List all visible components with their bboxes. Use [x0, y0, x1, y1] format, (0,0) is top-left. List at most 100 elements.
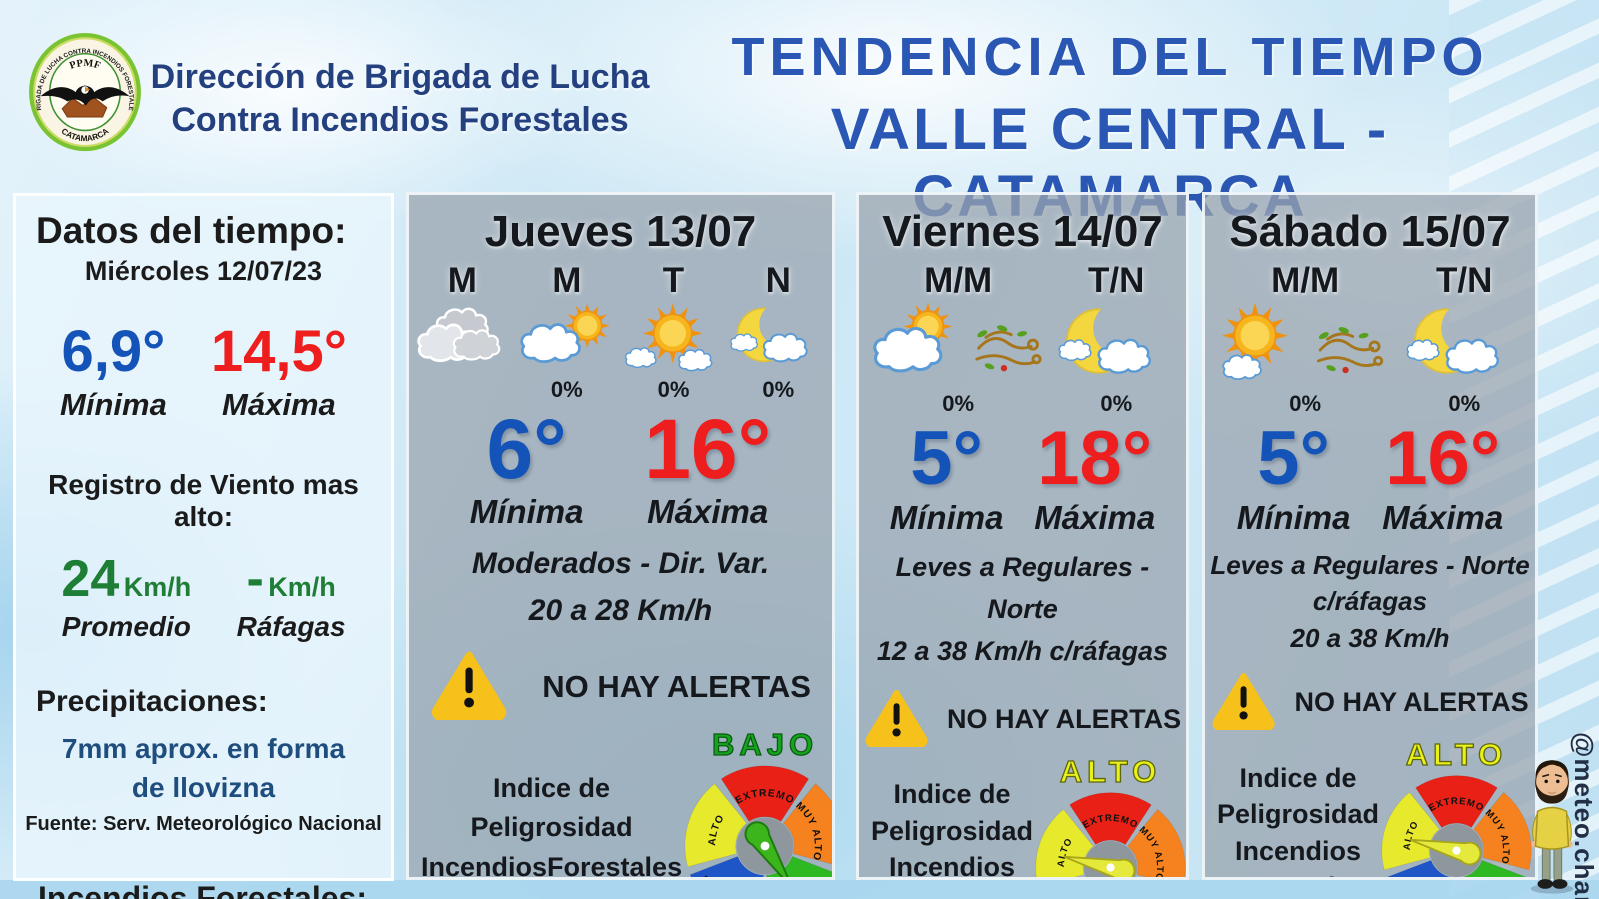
wind-forecast-line: Leves a Regulares - Norte — [1210, 550, 1530, 580]
gauge-segment — [1415, 775, 1498, 829]
period-label: T — [662, 261, 685, 300]
gauge-segment — [1473, 791, 1532, 871]
mostly-sunny-icon — [622, 303, 724, 375]
max-temp-label: Máxima — [222, 387, 336, 422]
danger-index-label: Indice de Peligrosidad IncendiosForestale… — [421, 769, 683, 880]
max-temp-value: 16° — [644, 402, 772, 496]
observed-min-temp: 6,9° Mínima — [60, 323, 167, 423]
max-temp-label: Máxima — [1034, 499, 1156, 536]
wind-forecast-line: 20 a 38 Km/h — [1290, 622, 1450, 653]
forecast-slot: T/N 0% — [1405, 261, 1523, 419]
forecast-slot: M/M 0% — [870, 261, 1047, 419]
max-temp-value: 16° — [1385, 416, 1501, 501]
danger-index-label-line: Indice de — [1239, 762, 1357, 793]
wind-average-value: 24 — [61, 550, 120, 608]
brigade-logo-badge: BRIGADA DE LUCHA CONTRA INCENDIOS FOREST… — [26, 27, 141, 152]
forecast-slot: T/N 0% — [1057, 261, 1175, 419]
wind-average-unit: Km/h — [123, 572, 192, 602]
gauge-segment — [1127, 808, 1186, 877]
wind-gust-label: Ráfagas — [236, 611, 346, 642]
danger-index-label-line: Indice de — [893, 779, 1011, 810]
max-temp-label: Máxima — [647, 493, 769, 530]
meteorologist-cartoon — [1522, 748, 1582, 896]
gauge-segment — [1069, 791, 1152, 845]
danger-index-label-line: Peligrosidad — [871, 815, 1034, 846]
wind-forecast-line: c/ráfagas — [1312, 586, 1428, 617]
period-label: M/M — [924, 261, 993, 300]
precip-probability: 0% — [942, 391, 975, 416]
page-title: TENDENCIA DEL TIEMPO VALLE CENTRAL - CAT… — [660, 26, 1560, 230]
precip-probability: 0% — [1289, 391, 1322, 416]
wind-forecast: Leves a Regulares - Norte 12 a 38 Km/h c/… — [859, 547, 1186, 673]
card-title: Jueves 13/07 — [484, 207, 757, 256]
wind-average: 24 Km/h Promedio — [61, 549, 191, 643]
moon-cloud-icon — [1057, 303, 1175, 389]
social-handle: @meteo.charly — [1569, 732, 1599, 899]
alert-row: NO HAY ALERTAS — [430, 648, 811, 725]
alert-status: NO HAY ALERTAS — [542, 668, 811, 704]
organization-title-line2: Contra Incendios Forestales — [171, 100, 629, 139]
gauge-needle — [1063, 855, 1136, 877]
danger-index-row: Indice dePeligrosidadIncendiosForestales… — [859, 753, 1186, 880]
logo-rocks — [61, 95, 108, 118]
forecast-min: 5° Mínima — [890, 421, 1004, 537]
warning-triangle-icon — [430, 648, 508, 725]
precipitation-heading: Precipitaciones: — [36, 685, 268, 718]
observation-date: Miércoles 12/07/23 — [84, 256, 323, 286]
gauge-segment-label: MODERADO — [1394, 877, 1448, 878]
wind-forecast-line: 20 a 28 Km/h — [528, 593, 713, 627]
gauge-segment — [689, 855, 765, 877]
period-label: M — [447, 261, 477, 300]
period-label: N — [765, 261, 791, 300]
gauge-segment — [1386, 859, 1451, 877]
moon-cloud-icon — [729, 303, 828, 375]
alert-row: NO HAY ALERTAS — [864, 687, 1181, 752]
observed-max-temp: 14,5° Máxima — [211, 323, 347, 423]
min-temp-value: 5° — [910, 416, 983, 501]
gauge-segment — [1135, 876, 1138, 877]
forecast-slots: M M 0% T 0% N 0% — [409, 261, 832, 405]
gauge-segment — [684, 783, 748, 868]
wind-forecast-line: Moderados - Dir. Var. — [471, 547, 770, 580]
forecast-min: 6° Mínima — [470, 407, 584, 531]
organization-title-line1: Dirección de Brigada de Lucha — [150, 58, 650, 96]
forecast-max: 16° Máxima — [644, 407, 771, 531]
wind-record-heading: Registro de Viento mas alto: — [48, 469, 359, 532]
brigade-logo: BRIGADA DE LUCHA CONTRA INCENDIOS FOREST… — [26, 27, 142, 152]
gauge-status-label: BAJO — [711, 726, 819, 762]
danger-index-label-line: IncendiosForestales — [421, 851, 683, 880]
card-title: Viernes 14/07 — [882, 207, 1163, 256]
gauge-segment — [720, 765, 810, 823]
forecast-temps: 5° Mínima 18° Máxima — [859, 421, 1186, 537]
precip-probability: 0% — [762, 377, 795, 402]
background-bottom-strip — [0, 880, 1599, 899]
danger-index-row: Indice de Peligrosidad IncendiosForestale… — [409, 726, 832, 880]
danger-index-label-line: Incendios — [889, 852, 1016, 880]
min-temp-label: Mínima — [1236, 499, 1351, 536]
period-label: T/N — [1436, 261, 1493, 300]
wind-forecast-line: Leves a Regulares - Norte — [895, 552, 1150, 624]
clouds-icon — [413, 303, 511, 375]
wind-forecast: Leves a Regulares - Norte c/ráfagas 20 a 3… — [1210, 547, 1529, 656]
wildfires-heading: Incendios Forestales: — [38, 880, 367, 899]
forecast-min: 5° Mínima — [1237, 421, 1351, 537]
alert-status: NO HAY ALERTAS — [947, 703, 1182, 734]
alert-status: NO HAY ALERTAS — [1294, 687, 1529, 718]
danger-index-row: Indice dePeligrosidadIncendiosForestales… — [1205, 737, 1535, 878]
precipitation-detail: 7mm aprox. en forma de llovizna — [61, 733, 346, 804]
min-temp-label: Mínima — [469, 493, 584, 530]
warning-triangle-icon — [1211, 670, 1276, 735]
forecast-card: Viernes 14/07 M/M 0% T/N 0% 5° Mínima 18… — [856, 192, 1189, 880]
precip-probability: 0% — [1100, 391, 1133, 416]
gauge-segment — [1083, 876, 1086, 877]
warning-triangle-icon — [864, 687, 929, 752]
wind-gust: - Km/h Ráfagas — [237, 549, 346, 643]
wind-average-label: Promedio — [61, 611, 191, 642]
wind-forecast-line: 12 a 38 Km/h c/ráfagas — [876, 635, 1169, 666]
